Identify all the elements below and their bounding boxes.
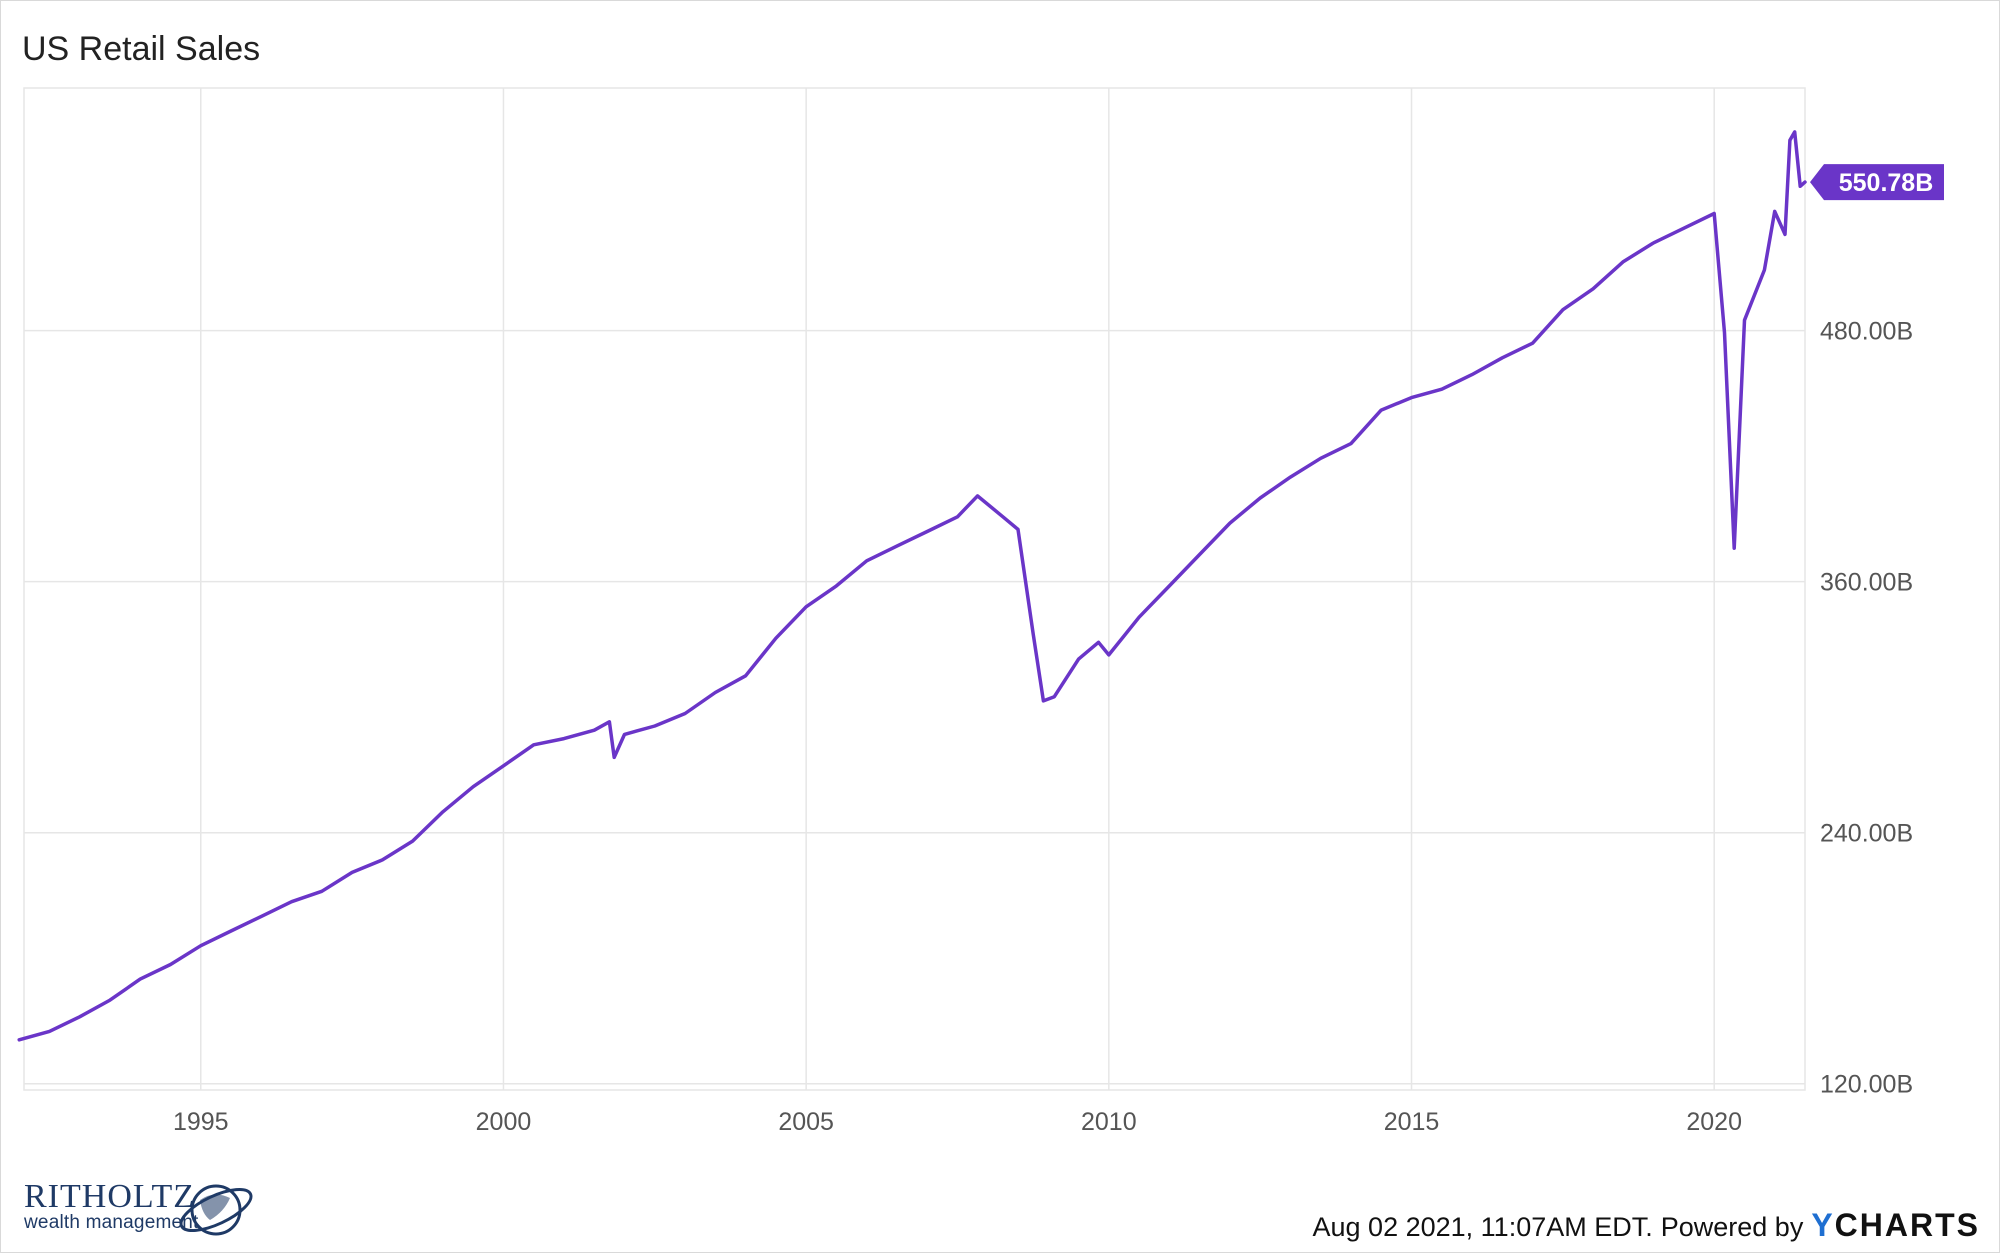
globe-icon — [179, 1184, 253, 1236]
y-tick-label: 480.00B — [1820, 318, 1913, 346]
logo-name: RITHOLTZ — [24, 1178, 196, 1215]
ritholtz-logo: RITHOLTZ wealth management — [24, 1178, 253, 1236]
ycharts-logo-y: Y — [1811, 1207, 1835, 1243]
footer-timestamp: Aug 02 2021, 11:07AM EDT. — [1312, 1212, 1653, 1242]
last-value-label: 550.78B — [1839, 169, 1934, 197]
x-tick-label: 2010 — [1081, 1108, 1137, 1136]
logo-subtitle: wealth management — [24, 1212, 199, 1233]
y-tick-label: 240.00B — [1820, 820, 1913, 848]
footer-powered-by: Powered by — [1660, 1212, 1804, 1242]
series-line — [17, 130, 1807, 1042]
x-tick-label: 2020 — [1686, 1108, 1742, 1136]
x-tick-label: 2000 — [476, 1108, 532, 1136]
last-value-flag — [1810, 164, 1944, 201]
footer-attribution: Aug 02 2021, 11:07AM EDT. Powered by YCH… — [1313, 1207, 1980, 1244]
ycharts-logo-rest: CHARTS — [1834, 1207, 1980, 1243]
x-tick-label: 1995 — [173, 1108, 229, 1136]
x-tick-label: 2005 — [778, 1108, 834, 1136]
plot-area — [23, 87, 1806, 1091]
y-tick-label: 360.00B — [1820, 569, 1913, 597]
x-tick-label: 2015 — [1384, 1108, 1440, 1136]
chart-title: US Retail Sales — [22, 30, 261, 68]
y-tick-label: 120.00B — [1820, 1071, 1913, 1099]
ycharts-logo[interactable]: YCHARTS — [1811, 1207, 1980, 1244]
